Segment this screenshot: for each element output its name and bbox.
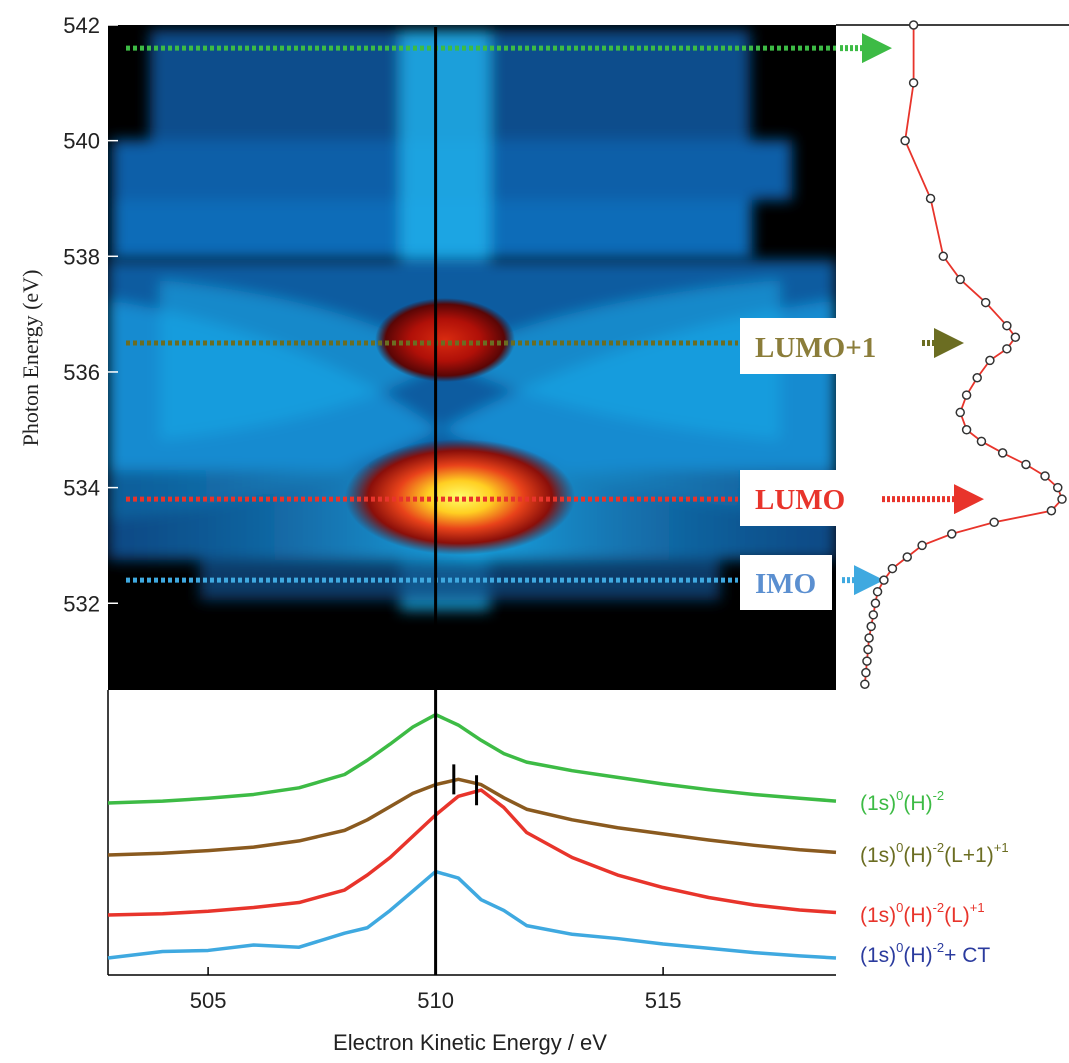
- legend-text-part: (1s): [860, 792, 896, 815]
- spectrum-point: [989, 517, 999, 528]
- legend-text-part: (H): [903, 844, 932, 867]
- spectrum-point: [985, 355, 995, 366]
- legend-superscript: 0: [896, 788, 903, 803]
- legend-superscript: +1: [994, 840, 1009, 855]
- emission-series-0: [107, 712, 837, 805]
- emission-series-2: [107, 788, 837, 917]
- emission-series-1: [107, 777, 837, 857]
- resonance-labels: LUMO+1 LUMO IMO: [740, 318, 908, 610]
- spectrum-point: [863, 644, 873, 655]
- legend-text-part: (H): [903, 904, 932, 927]
- spectrum-point: [1040, 471, 1050, 481]
- spectrum-point: [866, 621, 876, 632]
- label-box-lumo: [740, 470, 872, 526]
- label-imo: IMO: [755, 568, 816, 600]
- legend-superscript: +1: [970, 900, 985, 915]
- spectrum-point: [864, 633, 874, 643]
- heatmap-y-axis: 532 534 536 538 540 542: [63, 13, 118, 616]
- legend-superscript: -2: [933, 900, 945, 915]
- legend-text-part: (1s): [860, 844, 896, 867]
- y-tick-label: 532: [63, 591, 100, 616]
- spectrum-point: [925, 193, 936, 204]
- x-axis-title: Electron Kinetic Energy / eV: [333, 1030, 607, 1055]
- legend-text-part: (1s): [860, 944, 896, 967]
- y-axis-title: Photon Energy (eV): [18, 270, 43, 447]
- spectrum-point: [938, 251, 949, 262]
- spectrum-point: [1053, 482, 1063, 493]
- spectrum-point: [955, 274, 965, 285]
- spectrum-point: [972, 372, 982, 383]
- y-tick-label: 542: [63, 13, 100, 38]
- legend-text-part: (L+1): [944, 844, 994, 867]
- legend-entry: (1s)0(H)-2(L+1)+1: [860, 840, 1009, 867]
- legend-superscript: -2: [933, 788, 945, 803]
- emission-series: [107, 712, 837, 960]
- spectrum-point: [1057, 494, 1067, 504]
- spectrum-point: [997, 448, 1008, 458]
- heatmap-spot-lumo: [345, 439, 575, 555]
- legend-text-part: (1s): [860, 904, 896, 927]
- spectrum-point: [868, 610, 879, 620]
- legend-entry: (1s)0(H)-2(L)+1: [860, 900, 985, 927]
- spectrum-point: [902, 552, 912, 562]
- spectrum-point: [1046, 505, 1057, 516]
- x-tick-label: 515: [645, 988, 682, 1013]
- spectrum-point: [961, 425, 972, 435]
- legend-superscript: 0: [896, 940, 903, 955]
- x-tick-label: 505: [190, 988, 227, 1013]
- spectrum-point: [917, 540, 927, 551]
- emission-series-3: [107, 869, 837, 960]
- legend-superscript: -2: [933, 940, 945, 955]
- y-tick-label: 540: [63, 129, 100, 154]
- spectrum-point: [887, 563, 898, 574]
- legend-text-part: (H): [903, 944, 932, 967]
- label-box-lumo-plus-1: [740, 318, 908, 374]
- resonance-lines: [126, 33, 984, 596]
- spectrum-point: [1021, 459, 1031, 470]
- spectrum-point: [955, 407, 965, 418]
- legend: (1s)0(H)-2(1s)0(H)-2(L+1)+1(1s)0(H)-2(L)…: [860, 788, 1009, 967]
- heatmap-panel: [108, 25, 836, 690]
- heatmap-spot-lumo-plus-1: [375, 298, 515, 382]
- legend-text-part: + CT: [944, 944, 990, 967]
- legend-text-part: (H): [903, 792, 932, 815]
- legend-text-part: (L): [944, 904, 970, 927]
- legend-superscript: -2: [933, 840, 945, 855]
- legend-entry: (1s)0(H)-2+ CT: [860, 940, 990, 967]
- legend-entry: (1s)0(H)-2: [860, 788, 944, 815]
- x-axis: 505 510 515: [190, 967, 682, 1013]
- x-tick-label: 510: [417, 988, 454, 1013]
- spectrum-point: [908, 20, 919, 30]
- spectrum-point: [976, 436, 987, 447]
- y-tick-label: 536: [63, 360, 100, 385]
- spectrum-point: [1002, 320, 1012, 331]
- spectrum-point: [879, 575, 889, 585]
- spectrum-point: [908, 78, 919, 88]
- spectrum-point: [861, 667, 871, 678]
- absorption-spectrum-panel: [836, 20, 1069, 689]
- spectrum-point: [870, 598, 881, 609]
- emission-spectra-panel: 505 510 515 Electron Kinetic Energy / eV: [107, 690, 837, 1055]
- y-tick-label: 534: [63, 476, 100, 501]
- legend-superscript: 0: [896, 840, 903, 855]
- spectrum-point: [900, 135, 910, 146]
- spectrum-point: [860, 679, 870, 689]
- label-lumo: LUMO: [755, 484, 845, 516]
- y-tick-label: 538: [63, 244, 100, 269]
- spectrum-point: [1010, 332, 1021, 343]
- legend-superscript: 0: [896, 900, 903, 915]
- absorption-spectrum: [860, 20, 1067, 689]
- spectrum-point: [980, 297, 991, 308]
- spectrum-point: [947, 529, 957, 539]
- label-lumo-plus-1: LUMO+1: [755, 332, 876, 364]
- spectrum-point: [862, 656, 872, 666]
- spectrum-point: [961, 390, 972, 400]
- spectrum-point: [1002, 344, 1012, 354]
- spectrum-point: [872, 586, 883, 597]
- label-box-imo: [740, 555, 832, 610]
